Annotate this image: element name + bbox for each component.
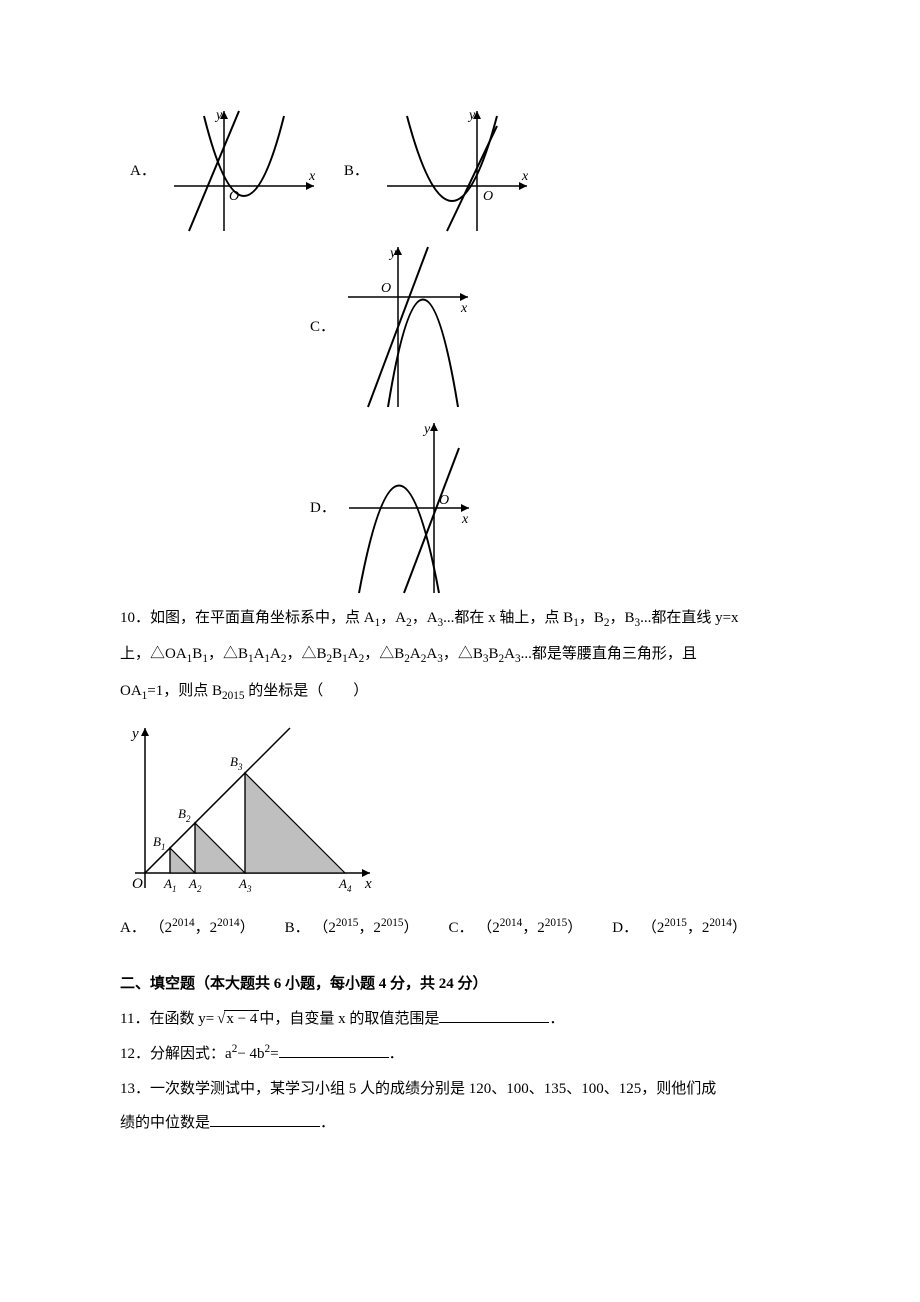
- q9-A-letter: A．: [130, 157, 156, 186]
- q10-line3: OA1=1，则点 B2015 的坐标是（ ）: [120, 677, 800, 707]
- q10-options: A． （22014，22014） B． （22015，22015） C． （22…: [120, 913, 800, 943]
- svg-text:A4: A4: [338, 876, 352, 894]
- q13-line1: 13．一次数学测试中，某学习小组 5 人的成绩分别是 120、100、135、1…: [120, 1075, 800, 1104]
- q9-D-letter: D．: [310, 494, 336, 523]
- q9-C-letter: C．: [310, 313, 335, 342]
- svg-text:x: x: [308, 169, 316, 184]
- q13-line2: 绩的中位数是．: [120, 1109, 800, 1138]
- svg-text:x: x: [460, 301, 468, 316]
- section2-title: 二、填空题（本大题共 6 小题，每小题 4 分，共 24 分）: [120, 970, 800, 999]
- svg-text:x: x: [521, 169, 529, 184]
- svg-text:y: y: [467, 108, 476, 123]
- q11: 11．在函数 y=x − 4中，自变量 x 的取值范围是．: [120, 1005, 800, 1034]
- q9-C-graph: y x O: [343, 242, 473, 412]
- q9-A-graph: y x O: [164, 106, 324, 236]
- svg-text:O: O: [381, 281, 391, 296]
- svg-text:y: y: [422, 422, 431, 437]
- svg-text:B2: B2: [178, 806, 191, 824]
- q9-D-graph: y x O: [344, 418, 474, 598]
- svg-text:B3: B3: [230, 754, 243, 772]
- q10-line1: 10．如图，在平面直角坐标系中，点 A1，A2，A3...都在 x 轴上，点 B…: [120, 604, 800, 634]
- svg-text:A3: A3: [238, 876, 252, 894]
- svg-text:A1: A1: [163, 876, 176, 894]
- svg-text:O: O: [132, 876, 143, 892]
- svg-text:B1: B1: [153, 834, 165, 852]
- q9-B-graph: y x O: [377, 106, 537, 236]
- svg-text:y: y: [214, 108, 223, 123]
- svg-text:A2: A2: [188, 876, 202, 894]
- q10-graph: y x O B1 B2 B3 A1 A2 A3 A4: [120, 718, 380, 898]
- svg-text:x: x: [461, 512, 469, 527]
- svg-text:y: y: [130, 726, 139, 742]
- q10-line2: 上，△OA1B1，△B1A1A2，△B2B1A2，△B2A2A3，△B3B2A3…: [120, 640, 800, 670]
- q12: 12．分解因式：a2− 4b2=．: [120, 1039, 800, 1069]
- svg-text:O: O: [483, 189, 493, 204]
- svg-text:y: y: [388, 246, 397, 261]
- svg-text:x: x: [364, 876, 372, 892]
- q9-B-letter: B．: [344, 157, 369, 186]
